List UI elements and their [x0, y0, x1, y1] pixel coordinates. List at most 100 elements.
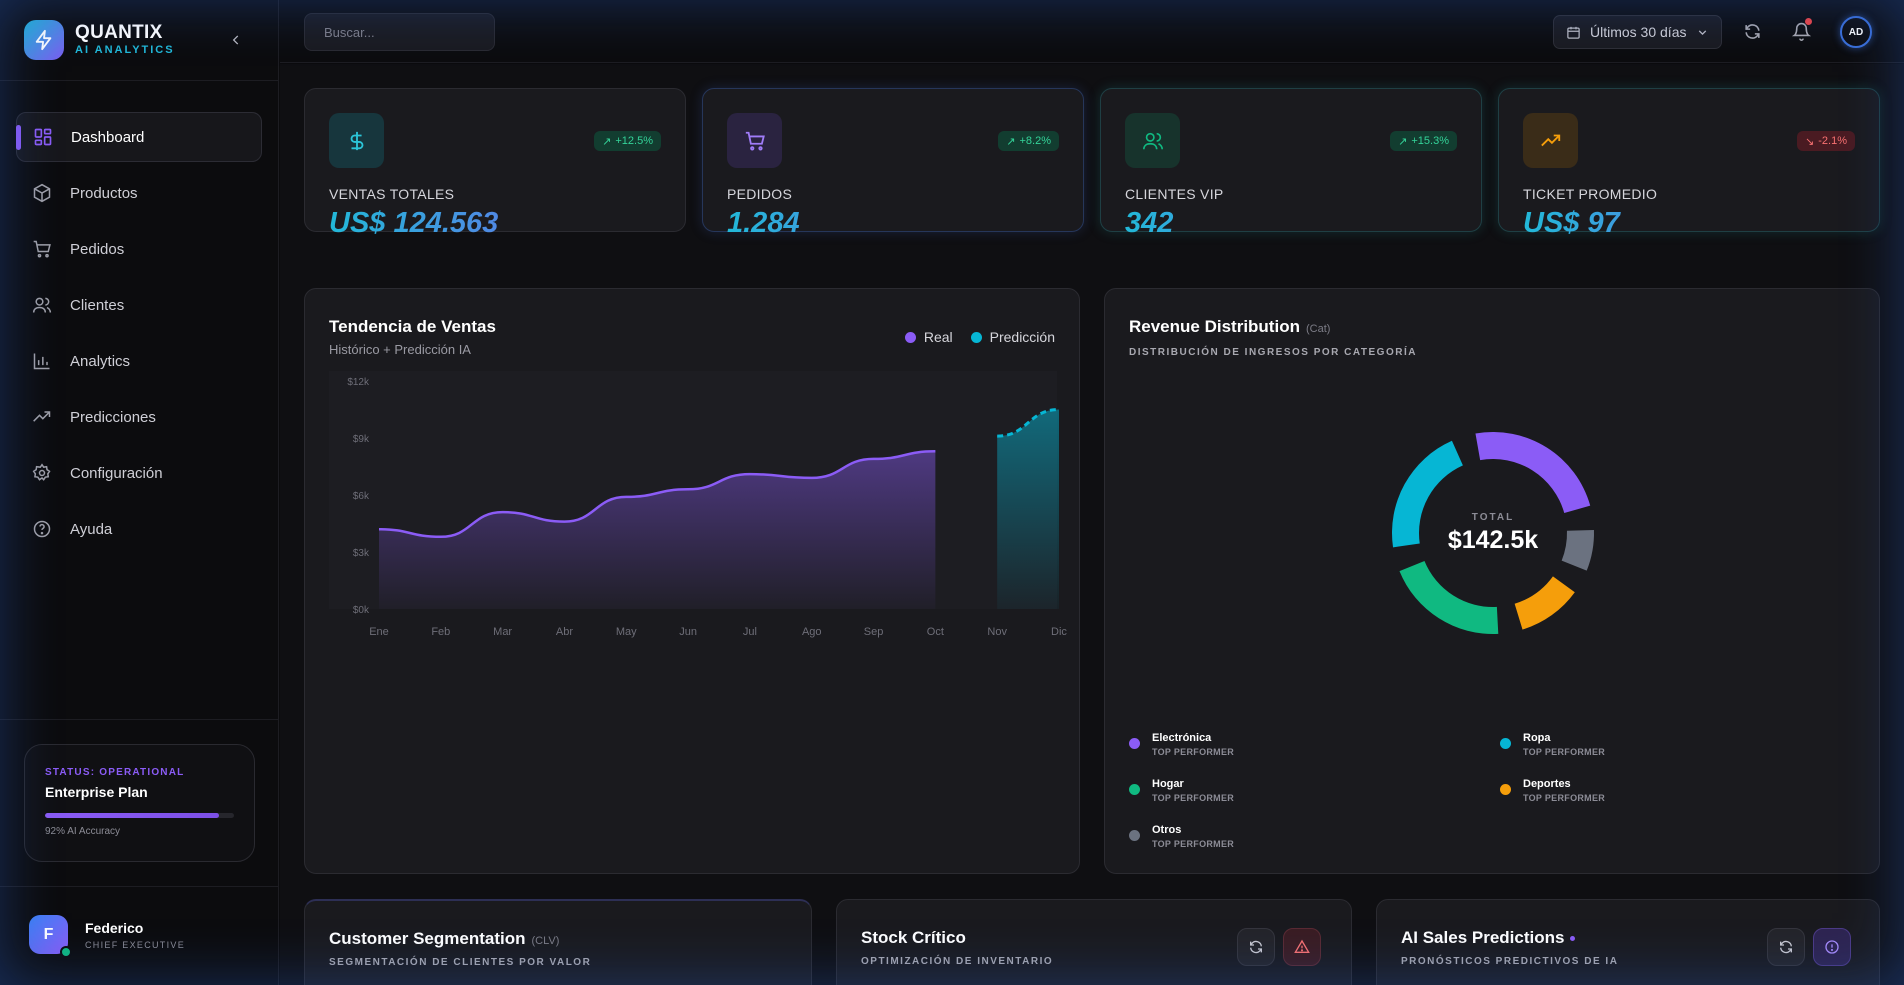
legend-label: Predicción: [989, 329, 1055, 345]
status-card: STATUS: OPERATIONAL Enterprise Plan 92% …: [24, 744, 255, 862]
panel-caps: OPTIMIZACIÓN DE INVENTARIO: [861, 956, 1054, 967]
user-avatar-button[interactable]: AD: [1840, 16, 1872, 48]
x-tick-label: Dic: [1051, 626, 1067, 638]
user-profile[interactable]: F Federico CHIEF EXECUTIVE: [29, 915, 186, 958]
legend-item-deportes[interactable]: Deportes TOP PERFORMER: [1500, 778, 1605, 803]
legend-label: Real: [923, 329, 953, 345]
kpi-card-ticket: ↘ -2.1% TICKET PROMEDIO US$ 97: [1498, 88, 1880, 239]
cart-icon: [727, 113, 782, 168]
sidebar-item-ayuda[interactable]: Ayuda: [16, 504, 262, 554]
series-prediccion-area: [997, 409, 1059, 609]
kpi-card-pedidos: ↗ +8.2% PEDIDOS 1.284: [702, 88, 1084, 239]
category-name: Otros: [1152, 824, 1182, 836]
refresh-button[interactable]: [1767, 928, 1805, 966]
category-name: Deportes: [1523, 778, 1571, 790]
lightning-icon: [24, 20, 64, 60]
legend-item-ropa[interactable]: Ropa TOP PERFORMER: [1500, 732, 1605, 757]
kpi-label: TICKET PROMEDIO: [1523, 186, 1658, 202]
kpi-card-clientes: ↗ +15.3% CLIENTES VIP 342: [1100, 88, 1482, 239]
x-tick-label: Mar: [493, 626, 512, 638]
legend-dot: [1129, 784, 1140, 795]
bell-icon: [1791, 22, 1811, 41]
notification-badge: [1805, 18, 1812, 25]
donut-total-value: $142.5k: [1447, 526, 1539, 554]
bar-chart-icon: [33, 353, 50, 370]
sidebar-item-configuracion[interactable]: Configuración: [16, 448, 262, 498]
kpi-card-ventas: ↗ +12.5% VENTAS TOTALES US$ 124.563: [304, 88, 686, 239]
date-range-select[interactable]: Últimos 30 días: [1553, 15, 1722, 49]
brand[interactable]: QUANTIX AI ANALYTICS: [24, 20, 175, 60]
trend-up-icon: ↗: [1006, 135, 1016, 148]
category-sub: TOP PERFORMER: [1523, 747, 1606, 757]
legend-item-real[interactable]: Real: [904, 329, 953, 345]
panel-subtitle: Histórico + Predicción IA: [329, 342, 471, 357]
category-sub: TOP PERFORMER: [1523, 793, 1606, 803]
y-tick-label: $3k: [353, 548, 370, 559]
dollar-icon: [329, 113, 384, 168]
category-name: Ropa: [1523, 732, 1551, 744]
sidebar-item-pedidos[interactable]: Pedidos: [16, 224, 262, 274]
chevron-left-icon: [232, 35, 239, 45]
users-icon: [1125, 113, 1180, 168]
category-name: Hogar: [1152, 778, 1184, 790]
kpi-label: CLIENTES VIP: [1125, 186, 1224, 202]
accuracy-progress: [45, 813, 234, 818]
sidebar-item-analytics[interactable]: Analytics: [16, 336, 262, 386]
x-tick-label: Abr: [556, 626, 573, 638]
collapse-sidebar-button[interactable]: [226, 30, 246, 50]
legend-dot: [904, 331, 916, 343]
x-tick-label: Jul: [743, 626, 757, 638]
ai-sales-predictions-panel: AI Sales Predictions PRONÓSTICOS PREDICT…: [1376, 899, 1880, 985]
live-indicator-dot: [1570, 936, 1576, 942]
sidebar-item-label: Predicciones: [70, 408, 156, 426]
sidebar-item-label: Ayuda: [70, 520, 113, 538]
panel-title: AI Sales Predictions: [1401, 928, 1565, 947]
box-icon: [33, 183, 51, 203]
legend-item-prediccion[interactable]: Predicción: [970, 329, 1055, 345]
sidebar: QUANTIX AI ANALYTICS Dashboard Productos…: [0, 0, 279, 985]
series-real-line: [378, 450, 936, 539]
refresh-button[interactable]: [1237, 928, 1275, 966]
change-badge: ↗ +8.2%: [998, 131, 1059, 151]
legend-item-otros[interactable]: Otros TOP PERFORMER: [1129, 824, 1234, 849]
legend-item-hogar[interactable]: Hogar TOP PERFORMER: [1129, 778, 1234, 803]
sidebar-item-label: Analytics: [70, 352, 131, 370]
donut-slice-otros[interactable]: [1561, 530, 1594, 571]
trend-up-icon: ↗: [602, 135, 612, 148]
chart-legend: Real Predicción: [887, 329, 1055, 345]
donut-slice-ropa[interactable]: [1392, 440, 1463, 548]
info-button[interactable]: [1813, 928, 1851, 966]
donut-slice-electronica[interactable]: [1475, 432, 1591, 513]
sidebar-item-clientes[interactable]: Clientes: [16, 280, 262, 330]
online-status-dot: [60, 946, 72, 958]
status-label: STATUS: OPERATIONAL: [45, 767, 185, 778]
x-tick-label: May: [616, 626, 637, 638]
y-tick-label: $6k: [353, 491, 370, 502]
sidebar-divider: [0, 80, 279, 81]
legend-dot: [970, 331, 982, 343]
sidebar-item-productos[interactable]: Productos: [16, 168, 262, 218]
donut-slice-hogar[interactable]: [1399, 560, 1499, 634]
main-content: ↗ +12.5% VENTAS TOTALES US$ 124.563 ↗ +8.2…: [280, 64, 1904, 985]
sidebar-item-label: Configuración: [70, 464, 163, 482]
sidebar-item-dashboard[interactable]: Dashboard: [16, 112, 262, 162]
search-input[interactable]: [304, 13, 495, 51]
brand-name: QUANTIX: [75, 22, 163, 43]
panel-title: Customer Segmentation: [329, 929, 526, 948]
legend-item-electronica[interactable]: Electrónica TOP PERFORMER: [1129, 732, 1234, 757]
category-sub: TOP PERFORMER: [1152, 839, 1235, 849]
panel-title: Stock Crítico: [861, 928, 966, 947]
refresh-button[interactable]: [1741, 20, 1763, 42]
y-tick-label: $0k: [353, 605, 370, 616]
donut-slice-deportes[interactable]: [1514, 576, 1575, 630]
alert-button[interactable]: [1283, 928, 1321, 966]
user-role: CHIEF EXECUTIVE: [85, 939, 186, 950]
sidebar-item-predicciones[interactable]: Predicciones: [16, 392, 262, 442]
calendar-icon: [1567, 26, 1580, 39]
chevron-down-icon: [1699, 29, 1707, 35]
notifications-button[interactable]: [1790, 18, 1812, 42]
change-badge: ↘ -2.1%: [1797, 131, 1855, 151]
change-value: -2.1%: [1818, 135, 1847, 147]
kpi-label: PEDIDOS: [727, 186, 793, 202]
kpi-value: US$ 124.563: [329, 206, 661, 240]
